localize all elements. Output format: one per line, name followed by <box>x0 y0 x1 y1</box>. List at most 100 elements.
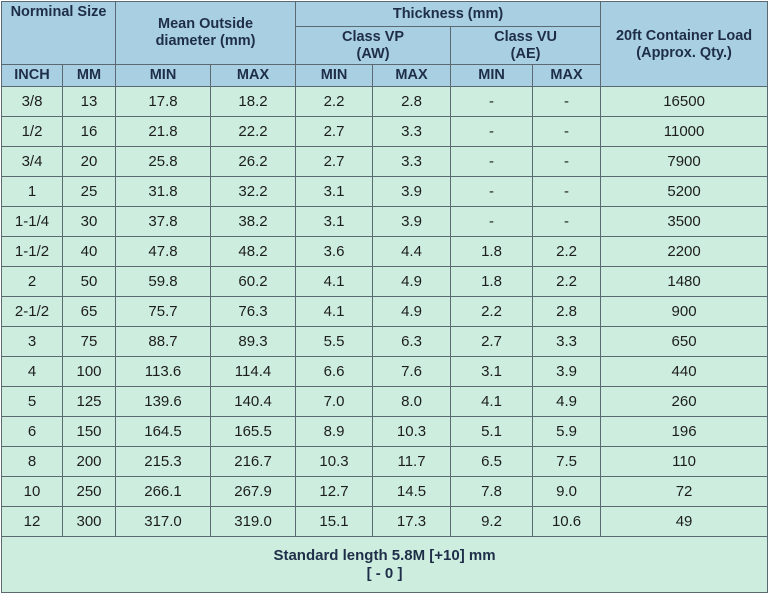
table-cell: 88.7 <box>115 326 212 357</box>
table-cell: 18.2 <box>210 86 297 117</box>
table-cell: 2.2 <box>532 266 602 297</box>
table-cell: 25 <box>61 176 117 207</box>
table-cell: 20 <box>61 146 117 177</box>
header-text: diameter (mm) <box>155 33 256 49</box>
header-text: (Approx. Qty.) <box>636 45 732 61</box>
sub-header: MIN <box>295 64 374 87</box>
table-cell: 38.2 <box>210 206 297 237</box>
table-cell: - <box>532 116 602 147</box>
table-cell: - <box>532 206 602 237</box>
table-cell: 2 <box>1 266 63 297</box>
table-cell: 250 <box>61 476 117 507</box>
table-cell: 3 <box>1 326 63 357</box>
table-cell: 3/4 <box>1 146 63 177</box>
table-cell: 30 <box>61 206 117 237</box>
table-cell: - <box>450 146 534 177</box>
table-cell: 1 <box>1 176 63 207</box>
table-cell: 16 <box>61 116 117 147</box>
header-text: Norminal Size <box>10 4 107 20</box>
table-cell: 3/8 <box>1 86 63 117</box>
table-cell: 12.7 <box>295 476 374 507</box>
table-cell: - <box>532 86 602 117</box>
table-cell: 260 <box>600 386 768 417</box>
table-cell: 2.8 <box>372 86 452 117</box>
table-cell: 2.7 <box>450 326 534 357</box>
table-row: 3/8 13 17.8 18.2 2.2 2.8- -16500 <box>1 86 768 117</box>
table-cell: 60.2 <box>210 266 297 297</box>
table-cell: 6.3 <box>372 326 452 357</box>
table-cell: 49 <box>600 506 768 537</box>
table-cell: 75 <box>61 326 117 357</box>
table-cell: 3.9 <box>372 206 452 237</box>
footer-text: [ - 0 ] <box>366 564 403 582</box>
header-cell: Thickness (mm) <box>295 1 602 27</box>
table-cell: 3.1 <box>295 176 374 207</box>
table-cell: 3.1 <box>295 206 374 237</box>
table-cell: 113.6 <box>115 356 212 387</box>
table-cell: 8.0 <box>372 386 452 417</box>
table-row: 3 75 88.7 89.3 5.5 6.3 2.7 3.3 650 <box>1 326 768 357</box>
header-cell: 20ft Container Load (Approx. Qty.) <box>600 1 768 87</box>
header-text: 20ft Container Load <box>615 28 753 44</box>
table-row: 5 125 139.6 140.4 7.0 8.0 4.1 4.9 260 <box>1 386 768 417</box>
table-cell: 3.1 <box>450 356 534 387</box>
table-cell: 14.5 <box>372 476 452 507</box>
table-cell: 140.4 <box>210 386 297 417</box>
table-cell: 50 <box>61 266 117 297</box>
table-cell: 32.2 <box>210 176 297 207</box>
table-cell: 3.9 <box>532 356 602 387</box>
table-cell: - <box>532 176 602 207</box>
table-cell: 2.2 <box>450 296 534 327</box>
table-cell: - <box>450 116 534 147</box>
table-cell: 900 <box>600 296 768 327</box>
table-cell: 65 <box>61 296 117 327</box>
table-cell: 266.1 <box>115 476 212 507</box>
table-cell: 21.8 <box>115 116 212 147</box>
table-cell: 10.3 <box>372 416 452 447</box>
table-cell: 6 <box>1 416 63 447</box>
table-cell: 317.0 <box>115 506 212 537</box>
table-cell: 1480 <box>600 266 768 297</box>
table-cell: 215.3 <box>115 446 212 477</box>
table-cell: 6.5 <box>450 446 534 477</box>
sub-header: MIN <box>115 64 212 87</box>
sub-header: MM <box>61 64 117 87</box>
table-row: 1 25 31.8 32.2 3.1 3.9- -5200 <box>1 176 768 207</box>
table-cell: 16500 <box>600 86 768 117</box>
table-cell: 5 <box>1 386 63 417</box>
table-cell: 4.9 <box>372 266 452 297</box>
table-cell: 100 <box>61 356 117 387</box>
table-cell: 37.8 <box>115 206 212 237</box>
table-cell: 267.9 <box>210 476 297 507</box>
table-cell: 48.2 <box>210 236 297 267</box>
table-cell: 440 <box>600 356 768 387</box>
table-cell: 76.3 <box>210 296 297 327</box>
table-cell: 11.7 <box>372 446 452 477</box>
table-cell: 5.1 <box>450 416 534 447</box>
table-cell: 13 <box>61 86 117 117</box>
header-cell: Mean Outside diameter (mm) <box>115 1 297 65</box>
table-cell: - <box>450 176 534 207</box>
table-cell: 2.2 <box>295 86 374 117</box>
table-cell: 650 <box>600 326 768 357</box>
table-cell: 7900 <box>600 146 768 177</box>
sub-header: MAX <box>210 64 297 87</box>
table-cell: 22.2 <box>210 116 297 147</box>
table-cell: 216.7 <box>210 446 297 477</box>
table-cell: 4 <box>1 356 63 387</box>
table-cell: 31.8 <box>115 176 212 207</box>
sub-header: MIN <box>450 64 534 87</box>
table-cell: 196 <box>600 416 768 447</box>
table-row: 4 100 113.6 114.4 6.6 7.6 3.1 3.9 440 <box>1 356 768 387</box>
table-cell: 10.6 <box>532 506 602 537</box>
table-cell: 15.1 <box>295 506 374 537</box>
table-cell: 4.1 <box>450 386 534 417</box>
table-cell: 8 <box>1 446 63 477</box>
table-cell: - <box>532 146 602 177</box>
table-cell: 4.1 <box>295 296 374 327</box>
table-cell: 165.5 <box>210 416 297 447</box>
table-cell: 25.8 <box>115 146 212 177</box>
table-row: 10 250 266.1 267.9 12.7 14.5 7.8 9.0 72 <box>1 476 768 507</box>
table-cell: 7.6 <box>372 356 452 387</box>
